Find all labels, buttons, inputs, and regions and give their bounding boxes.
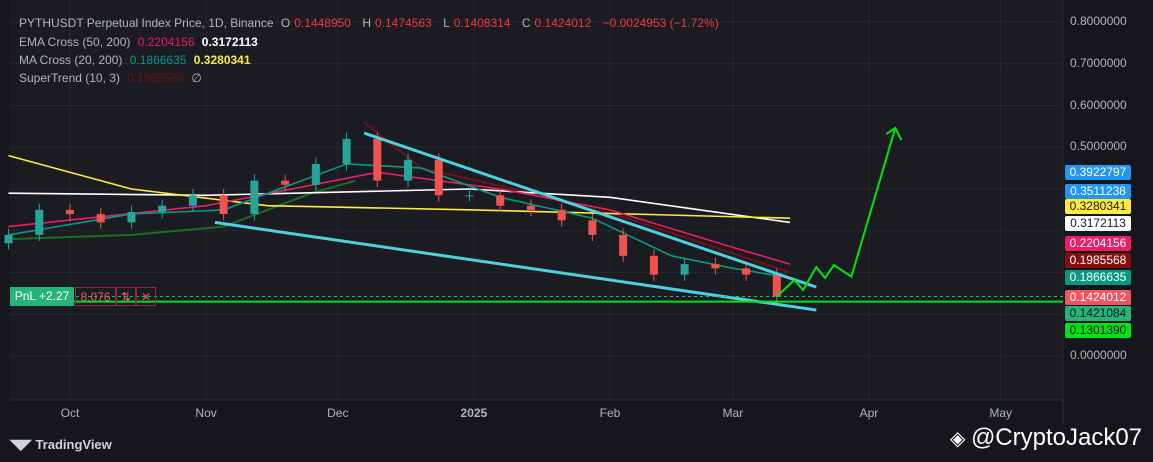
candle <box>66 209 74 215</box>
y-tick-label: 0.5000000 <box>1070 139 1127 154</box>
candle <box>250 180 259 215</box>
y-tick-label: 0.6000000 <box>1070 97 1127 112</box>
price-label: 0.3172113 <box>1065 216 1131 231</box>
y-tick-label: 0.0000000 <box>1070 348 1127 362</box>
x-tick-label: Oct <box>60 406 80 420</box>
x-tick-label: May <box>989 406 1013 420</box>
candle <box>434 159 443 196</box>
price-label: 0.1301390 <box>1065 323 1131 338</box>
tradingview-icon: ◥◤ <box>10 436 36 452</box>
candle <box>588 220 597 235</box>
price-label: 0.3922797 <box>1065 165 1131 180</box>
indicator-value: 0.1985568 <box>127 71 185 85</box>
y-tick-label: 0.7000000 <box>1070 55 1127 70</box>
candle <box>35 209 44 235</box>
candle <box>742 268 751 275</box>
candle <box>649 255 658 275</box>
x-tick-label: Feb <box>599 406 621 420</box>
candle <box>711 264 720 269</box>
price-label: 0.1866635 <box>1065 270 1131 285</box>
close-icon[interactable]: ✕ <box>136 287 156 306</box>
candle <box>127 211 136 223</box>
price-label: 0.1421084 <box>1065 306 1131 321</box>
trendline <box>363 131 817 289</box>
indicator-value: 0.2204156 <box>137 35 195 49</box>
candle <box>496 195 505 206</box>
candle <box>158 205 167 212</box>
indicator-name: EMA Cross (50, 200) <box>19 35 131 49</box>
candle <box>373 138 382 181</box>
price-label: 0.3511238 <box>1065 184 1131 199</box>
supertrend-legend[interactable]: SuperTrend (10, 3) 0.1985568 ∅ <box>19 71 206 85</box>
ema-cross-legend[interactable]: EMA Cross (50, 200) 0.2204156 0.3172113 <box>19 35 262 49</box>
ma20-line <box>8 163 791 279</box>
high-value: 0.1474563 <box>375 16 432 30</box>
y-tick-label: 0.8000000 <box>1070 14 1127 28</box>
close-value: 0.1424012 <box>534 16 592 30</box>
price-label: 0.2204156 <box>1065 236 1131 251</box>
candle <box>96 214 105 223</box>
price-label: 0.1424012 <box>1065 290 1131 305</box>
candle <box>680 264 689 275</box>
arrows-up-down-icon[interactable]: ⇅ <box>116 287 136 306</box>
arrow-head-icon <box>885 126 903 141</box>
symbol-title: PYTHUSDT Perpetual Index Price, 1D, Bina… <box>19 16 274 30</box>
candle <box>342 138 351 164</box>
binance-icon: ◈ <box>950 428 971 450</box>
ma200-line <box>8 154 791 219</box>
indicator-name: MA Cross (20, 200) <box>19 53 123 67</box>
ma-cross-legend[interactable]: MA Cross (20, 200) 0.1866635 0.3280341 <box>19 53 255 67</box>
x-tick-label: Nov <box>195 406 217 420</box>
open-value: 0.1448950 <box>294 16 351 30</box>
low-label: L <box>443 16 450 30</box>
pnl-badge[interactable]: PnL +2.27 <box>10 287 74 306</box>
high-label: H <box>362 16 371 30</box>
open-label: O <box>280 16 291 30</box>
symbol-legend: PYTHUSDT Perpetual Index Price, 1D, Bina… <box>19 16 723 30</box>
tradingview-logo[interactable]: ◥◤ TradingView <box>10 436 112 453</box>
indicator-value: 0.3172113 <box>201 35 258 49</box>
candle <box>465 195 474 197</box>
price-label: 0.3280341 <box>1065 199 1131 214</box>
candle <box>219 195 228 215</box>
plot-area <box>10 0 1063 400</box>
brand-name: TradingView <box>35 437 112 452</box>
candle <box>311 163 320 185</box>
x-tick-label: 2025 <box>460 406 488 420</box>
indicator-value: ∅ <box>191 71 202 85</box>
indicator-value: 0.3280341 <box>193 53 251 67</box>
watermark-text: @CryptoJack07 <box>970 424 1143 451</box>
low-value: 0.1408314 <box>453 16 511 30</box>
candle <box>619 234 628 256</box>
trendline <box>214 220 817 312</box>
price-label: 0.1985568 <box>1065 253 1131 268</box>
close-label: C <box>521 16 531 30</box>
position-quantity[interactable]: 8,076 <box>75 287 116 306</box>
x-tick-label: Apr <box>859 406 879 420</box>
candle <box>281 180 290 185</box>
supertrend-up-line <box>8 179 356 241</box>
candle <box>188 195 197 206</box>
change-value: −0.0024953 (−1.72%) <box>602 16 719 30</box>
x-tick-label: Dec <box>327 406 349 420</box>
candle <box>526 205 535 210</box>
candle <box>4 234 13 244</box>
indicator-value: 0.1866635 <box>129 53 187 67</box>
candle <box>772 274 781 297</box>
projection-path <box>776 127 897 298</box>
indicator-name: SuperTrend (10, 3) <box>19 71 120 85</box>
candle <box>404 159 413 181</box>
x-tick-label: Mar <box>722 406 744 420</box>
watermark: ◈ @CryptoJack07 <box>950 424 1142 452</box>
candle <box>557 209 566 221</box>
